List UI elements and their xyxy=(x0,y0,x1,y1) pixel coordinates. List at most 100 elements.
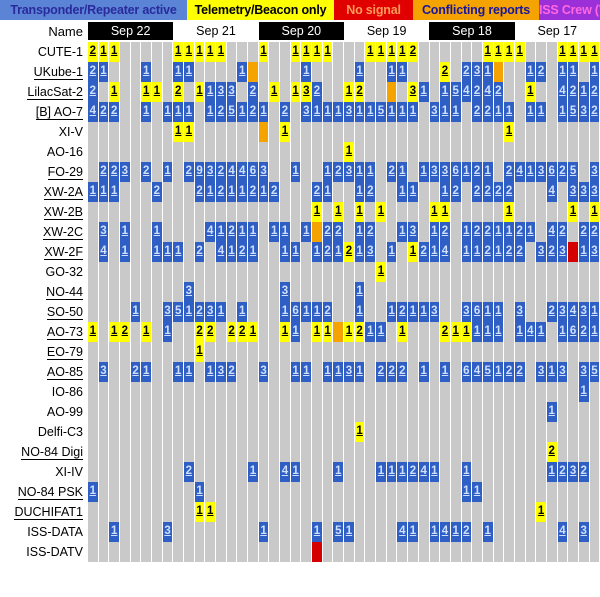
activity-cell[interactable] xyxy=(408,422,419,442)
activity-cell[interactable]: 3 xyxy=(162,522,174,542)
activity-cell[interactable] xyxy=(290,382,302,402)
activity-cell[interactable]: 2 xyxy=(109,102,121,122)
activity-cell[interactable] xyxy=(344,282,355,302)
activity-cell[interactable] xyxy=(312,162,323,182)
activity-cell[interactable] xyxy=(557,382,569,402)
activity-cell[interactable] xyxy=(440,282,451,302)
activity-cell[interactable] xyxy=(269,442,281,462)
activity-cell[interactable]: 2 xyxy=(514,362,526,382)
activity-cell[interactable] xyxy=(269,402,281,422)
activity-cell[interactable] xyxy=(130,42,142,62)
activity-cell[interactable] xyxy=(322,462,334,482)
activity-cell[interactable] xyxy=(418,442,430,462)
activity-cell[interactable] xyxy=(546,282,558,302)
activity-cell[interactable] xyxy=(418,122,430,142)
activity-cell[interactable] xyxy=(429,342,441,362)
activity-cell[interactable]: 2 xyxy=(546,442,558,462)
activity-cell[interactable]: 1 xyxy=(397,162,409,182)
activity-cell[interactable] xyxy=(557,542,569,562)
activity-cell[interactable] xyxy=(354,542,366,562)
activity-cell[interactable] xyxy=(546,42,558,62)
activity-cell[interactable]: 1 xyxy=(162,242,174,262)
activity-cell[interactable]: 3 xyxy=(258,162,270,182)
activity-cell[interactable] xyxy=(354,382,366,402)
activity-cell[interactable]: 1 xyxy=(290,162,302,182)
activity-cell[interactable] xyxy=(386,202,398,222)
activity-cell[interactable]: 1 xyxy=(312,202,323,222)
activity-cell[interactable] xyxy=(258,202,270,222)
activity-cell[interactable] xyxy=(258,302,270,322)
activity-cell[interactable] xyxy=(88,362,99,382)
activity-cell[interactable]: 2 xyxy=(344,242,355,262)
activity-cell[interactable] xyxy=(514,462,526,482)
activity-cell[interactable] xyxy=(237,442,249,462)
activity-cell[interactable] xyxy=(461,182,473,202)
activity-cell[interactable] xyxy=(397,82,409,102)
activity-cell[interactable] xyxy=(589,542,600,562)
activity-cell[interactable]: 1 xyxy=(376,262,387,282)
activity-cell[interactable] xyxy=(130,462,142,482)
activity-cell[interactable]: 1 xyxy=(248,242,259,262)
activity-cell[interactable]: 3 xyxy=(365,242,377,262)
activity-cell[interactable] xyxy=(493,382,505,402)
activity-cell[interactable] xyxy=(109,242,121,262)
activity-cell[interactable]: 5 xyxy=(450,82,462,102)
activity-cell[interactable] xyxy=(386,142,398,162)
activity-cell[interactable] xyxy=(216,422,227,442)
activity-cell[interactable] xyxy=(98,382,110,402)
activity-cell[interactable] xyxy=(376,122,387,142)
activity-cell[interactable] xyxy=(397,202,409,222)
activity-cell[interactable] xyxy=(269,362,281,382)
activity-cell[interactable] xyxy=(568,282,579,302)
activity-cell[interactable] xyxy=(376,342,387,362)
activity-cell[interactable] xyxy=(269,462,281,482)
activity-cell[interactable]: 2 xyxy=(386,362,398,382)
activity-cell[interactable] xyxy=(301,142,313,162)
activity-cell[interactable] xyxy=(461,502,473,522)
activity-cell[interactable] xyxy=(450,382,462,402)
activity-cell[interactable]: 3 xyxy=(429,302,441,322)
activity-cell[interactable]: 1 xyxy=(205,42,217,62)
activity-cell[interactable]: 4 xyxy=(216,242,227,262)
activity-cell[interactable] xyxy=(472,142,483,162)
activity-cell[interactable] xyxy=(461,102,473,122)
activity-cell[interactable] xyxy=(589,422,600,442)
activity-cell[interactable] xyxy=(290,442,302,462)
activity-cell[interactable]: 3 xyxy=(344,102,355,122)
activity-cell[interactable] xyxy=(546,342,558,362)
activity-cell[interactable]: 2 xyxy=(557,162,569,182)
activity-cell[interactable]: 1 xyxy=(152,82,163,102)
activity-cell[interactable] xyxy=(109,262,121,282)
activity-cell[interactable]: 2 xyxy=(504,182,515,202)
activity-cell[interactable] xyxy=(98,82,110,102)
activity-cell[interactable] xyxy=(365,502,377,522)
activity-cell[interactable]: 1 xyxy=(290,42,302,62)
activity-cell[interactable] xyxy=(109,482,121,502)
activity-cell[interactable]: 1 xyxy=(237,182,249,202)
activity-cell[interactable] xyxy=(450,462,462,482)
activity-cell[interactable]: 1 xyxy=(429,202,441,222)
activity-cell[interactable]: 1 xyxy=(194,342,206,362)
activity-cell[interactable] xyxy=(482,202,494,222)
activity-cell[interactable] xyxy=(280,502,291,522)
activity-cell[interactable]: 1 xyxy=(568,62,579,82)
activity-cell[interactable]: 5 xyxy=(173,302,185,322)
activity-cell[interactable]: 1 xyxy=(568,42,579,62)
activity-cell[interactable]: 1 xyxy=(482,162,494,182)
activity-cell[interactable] xyxy=(397,242,409,262)
activity-cell[interactable]: 2 xyxy=(482,182,494,202)
activity-cell[interactable] xyxy=(162,442,174,462)
activity-cell[interactable] xyxy=(152,462,163,482)
activity-cell[interactable] xyxy=(376,242,387,262)
activity-cell[interactable] xyxy=(386,82,398,102)
activity-cell[interactable] xyxy=(493,262,505,282)
activity-cell[interactable]: 1 xyxy=(141,362,153,382)
activity-cell[interactable]: 1 xyxy=(525,102,537,122)
activity-cell[interactable] xyxy=(568,422,579,442)
activity-cell[interactable] xyxy=(482,462,494,482)
activity-cell[interactable] xyxy=(290,202,302,222)
activity-cell[interactable]: 1 xyxy=(109,522,121,542)
activity-cell[interactable] xyxy=(184,242,195,262)
activity-cell[interactable] xyxy=(152,542,163,562)
activity-cell[interactable]: 2 xyxy=(88,42,99,62)
